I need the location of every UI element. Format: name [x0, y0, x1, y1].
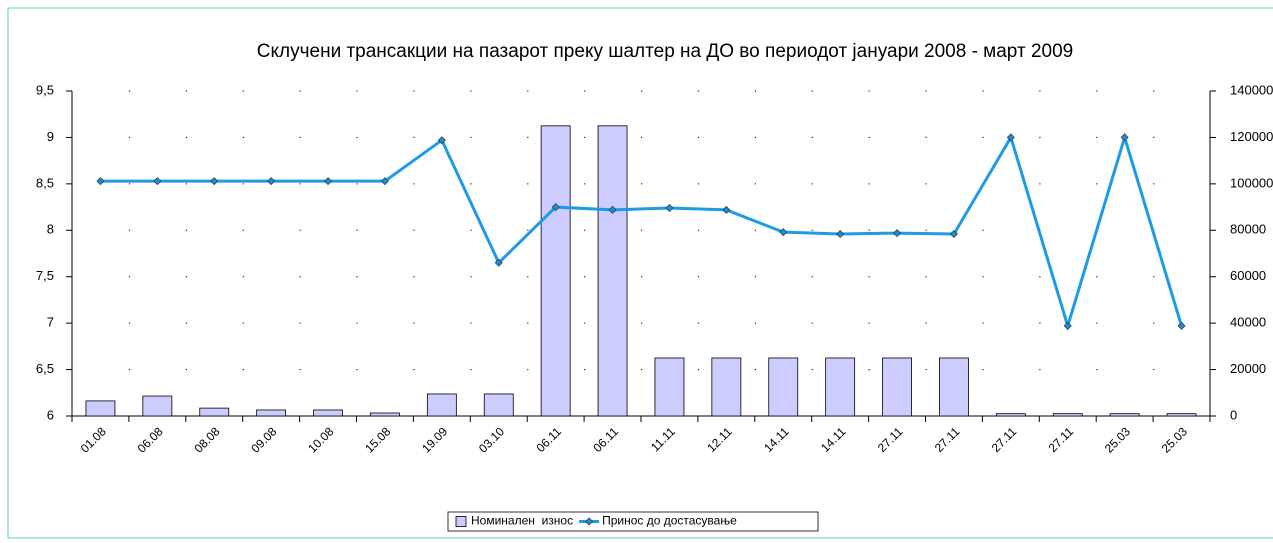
point [494, 258, 503, 267]
y-tick-label: 7 [47, 315, 54, 330]
bar [1166, 413, 1197, 417]
bar [654, 357, 685, 417]
point [608, 205, 617, 214]
y-tick-label: 6 [47, 407, 54, 422]
point [1177, 321, 1186, 330]
point [722, 205, 731, 214]
point [437, 136, 446, 145]
bar [540, 125, 571, 417]
y-tick-label: 6,5 [36, 361, 54, 376]
y2-tick-label: 140000 [1230, 82, 1273, 97]
y2-tick-label: 80000 [1230, 222, 1266, 237]
legend-box [447, 511, 819, 532]
bar [256, 409, 287, 417]
bar [597, 125, 628, 417]
y2-tick-label: 40000 [1230, 315, 1266, 330]
bar [370, 412, 400, 417]
y-tick-label: 8 [47, 222, 54, 237]
bar [939, 357, 969, 417]
bar [825, 357, 856, 417]
bar [142, 395, 173, 417]
y-tick-label: 7,5 [36, 268, 54, 283]
bar [882, 357, 912, 417]
point [836, 230, 845, 238]
y2-tick-label: 100000 [1230, 175, 1273, 190]
point [551, 203, 560, 212]
legend-label: Принос до достасување [602, 514, 737, 528]
point [949, 230, 958, 238]
bar [1052, 413, 1083, 417]
bar [426, 393, 457, 417]
point [324, 177, 333, 186]
point [96, 177, 105, 186]
legend: Номинален износ Принос до достасување [447, 511, 819, 532]
point [893, 229, 902, 238]
y2-tick-label: 0 [1230, 407, 1237, 422]
point [153, 177, 162, 186]
point [1063, 321, 1072, 330]
chart-border [7, 7, 1273, 539]
y2-tick-label: 120000 [1230, 129, 1273, 144]
point [380, 177, 389, 186]
y2-tick-label: 60000 [1230, 268, 1266, 283]
chart-title: Склучени трансакции на пазарот преку шал… [257, 41, 1073, 62]
point [1120, 133, 1129, 142]
bar [483, 393, 514, 417]
legend-marker [585, 517, 594, 526]
y-tick-label: 9 [47, 129, 54, 144]
y2-tick-label: 20000 [1230, 361, 1266, 376]
y-tick-label: 8,5 [36, 175, 54, 190]
bar [1109, 413, 1140, 417]
point [1006, 133, 1015, 142]
bar [995, 413, 1026, 417]
legend-label: Номинален износ [471, 514, 573, 528]
bar [199, 407, 230, 417]
point [665, 204, 674, 212]
point [267, 177, 276, 186]
point [210, 177, 219, 186]
bar [711, 357, 742, 417]
y-tick-label: 9,5 [36, 82, 54, 97]
bar [313, 409, 343, 417]
point [779, 228, 788, 237]
legend-swatch [455, 516, 467, 527]
bar [85, 400, 116, 417]
line [100, 132, 1183, 332]
bar [768, 357, 799, 417]
